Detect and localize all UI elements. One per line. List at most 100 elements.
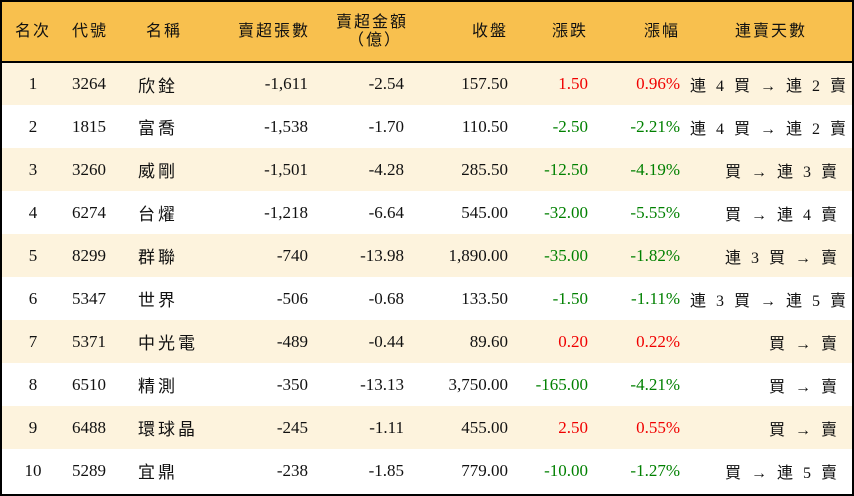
cell-name: 威剛 — [138, 162, 178, 181]
cell-net-sell-amount: -6.64 — [368, 202, 404, 222]
cell-close: 779.00 — [461, 460, 508, 480]
cell-streak: 買 → 賣 — [768, 335, 840, 353]
cell-code: 6488 — [72, 417, 106, 437]
cell-change-pct: -1.11% — [631, 288, 680, 308]
table-row: 8 6510 精測 -350 -13.13 3,750.00 -165.00 -… — [2, 363, 852, 406]
cell-code: 5289 — [72, 460, 106, 480]
cell-streak: 連 4 買 → 連 2 賣 — [690, 120, 850, 138]
table-row: 9 6488 環球晶 -245 -1.11 455.00 2.50 0.55% … — [2, 406, 852, 449]
header-streak: 連賣天數 — [690, 2, 852, 63]
table-header: 名次 代號 名稱 賣超張數 賣超金額 （億） 收盤 漲跌 漲幅 連賣天數 — [2, 2, 852, 63]
cell-change: -32.00 — [544, 202, 588, 222]
table-row: 3 3260 威剛 -1,501 -4.28 285.50 -12.50 -4.… — [2, 148, 852, 191]
cell-net-sell-lots: -506 — [276, 288, 308, 308]
cell-streak: 買 → 連 3 賣 — [724, 163, 840, 181]
cell-rank: 1 — [28, 74, 38, 93]
header-rank: 名次 — [2, 2, 64, 63]
cell-change-pct: -1.27% — [630, 460, 680, 480]
cell-net-sell-lots: -350 — [276, 374, 308, 394]
cell-close: 133.50 — [461, 288, 508, 308]
cell-close: 110.50 — [461, 116, 508, 136]
cell-code: 3260 — [72, 159, 106, 179]
cell-rank: 3 — [28, 159, 38, 179]
cell-change-pct: -5.55% — [630, 202, 680, 222]
cell-streak: 連 3 買 → 連 5 賣 — [690, 292, 850, 310]
table-row: 2 1815 富喬 -1,538 -1.70 110.50 -2.50 -2.2… — [2, 105, 852, 148]
cell-code: 3264 — [72, 74, 106, 93]
cell-close: 89.60 — [469, 331, 508, 351]
header-name: 名稱 — [128, 2, 218, 63]
cell-code: 8299 — [72, 245, 106, 265]
cell-streak: 買 → 連 4 賣 — [724, 206, 840, 224]
cell-rank: 9 — [28, 417, 38, 437]
cell-rank: 4 — [28, 202, 38, 222]
cell-code: 1815 — [72, 116, 106, 136]
cell-close: 1,890.00 — [448, 245, 509, 265]
cell-net-sell-amount: -13.13 — [360, 374, 404, 394]
cell-name: 欣銓 — [138, 76, 178, 96]
cell-change: -10.00 — [544, 460, 588, 480]
cell-net-sell-amount: -4.28 — [368, 159, 404, 179]
cell-change-pct: -4.19% — [630, 159, 680, 179]
header-change-pct: 漲幅 — [600, 2, 690, 63]
cell-net-sell-amount: -1.11 — [369, 417, 404, 437]
table-row: 10 5289 宜鼎 -238 -1.85 779.00 -10.00 -1.2… — [2, 449, 852, 492]
cell-net-sell-amount: -1.85 — [368, 460, 404, 480]
cell-net-sell-amount: -13.98 — [360, 245, 404, 265]
cell-change-pct: 0.22% — [636, 331, 680, 351]
cell-change: -165.00 — [535, 374, 588, 394]
header-code: 代號 — [64, 2, 128, 63]
cell-change-pct: -1.82% — [630, 245, 680, 265]
cell-streak: 買 → 賣 — [768, 421, 840, 439]
table-row: 4 6274 台燿 -1,218 -6.64 545.00 -32.00 -5.… — [2, 191, 852, 234]
cell-name: 精測 — [138, 377, 178, 396]
cell-code: 6510 — [72, 374, 106, 394]
cell-net-sell-lots: -740 — [276, 245, 308, 265]
header-close: 收盤 — [418, 2, 518, 63]
cell-net-sell-lots: -245 — [276, 417, 308, 437]
cell-rank: 10 — [24, 460, 42, 480]
cell-change: 1.50 — [558, 74, 588, 93]
cell-close: 285.50 — [461, 159, 508, 179]
cell-change: -1.50 — [552, 288, 588, 308]
cell-net-sell-lots: -1,611 — [264, 74, 308, 93]
cell-net-sell-amount: -0.68 — [368, 288, 404, 308]
cell-net-sell-amount: -0.44 — [368, 331, 404, 351]
cell-code: 5347 — [72, 288, 106, 308]
cell-rank: 5 — [28, 245, 38, 265]
cell-name: 台燿 — [138, 205, 178, 224]
cell-change: -2.50 — [552, 116, 588, 136]
cell-net-sell-lots: -1,538 — [264, 116, 308, 136]
cell-name: 宜鼎 — [138, 463, 178, 482]
table-row: 1 3264 欣銓 -1,611 -2.54 157.50 1.50 0.96%… — [2, 62, 852, 105]
cell-net-sell-lots: -1,218 — [264, 202, 308, 222]
cell-rank: 6 — [28, 288, 38, 308]
cell-name: 環球晶 — [138, 420, 198, 439]
cell-close: 545.00 — [461, 202, 508, 222]
cell-net-sell-lots: -238 — [276, 460, 308, 480]
cell-name: 富喬 — [138, 119, 178, 138]
header-net-sell-amount-line1: 賣超金額 — [335, 13, 408, 31]
header-row: 名次 代號 名稱 賣超張數 賣超金額 （億） 收盤 漲跌 漲幅 連賣天數 — [2, 2, 852, 63]
cell-net-sell-amount: -1.70 — [368, 116, 404, 136]
cell-close: 157.50 — [461, 74, 508, 93]
cell-change: -35.00 — [544, 245, 588, 265]
cell-streak: 連 3 買 → 賣 — [724, 249, 840, 267]
cell-name: 世界 — [138, 291, 178, 310]
cell-change-pct: -2.21% — [630, 116, 680, 136]
header-net-sell-amount: 賣超金額 （億） — [322, 2, 418, 63]
cell-rank: 2 — [28, 116, 38, 136]
table-body: 1 3264 欣銓 -1,611 -2.54 157.50 1.50 0.96%… — [2, 62, 852, 492]
cell-streak: 買 → 連 5 賣 — [724, 464, 840, 482]
cell-change-pct: -4.21% — [630, 374, 680, 394]
cell-rank: 7 — [28, 331, 38, 351]
cell-name: 群聯 — [138, 248, 178, 267]
cell-change: -12.50 — [544, 159, 588, 179]
header-change: 漲跌 — [518, 2, 600, 63]
header-net-sell-lots: 賣超張數 — [218, 2, 322, 63]
cell-change-pct: 0.55% — [636, 417, 680, 437]
cell-change-pct: 0.96% — [636, 74, 680, 93]
cell-close: 455.00 — [461, 417, 508, 437]
